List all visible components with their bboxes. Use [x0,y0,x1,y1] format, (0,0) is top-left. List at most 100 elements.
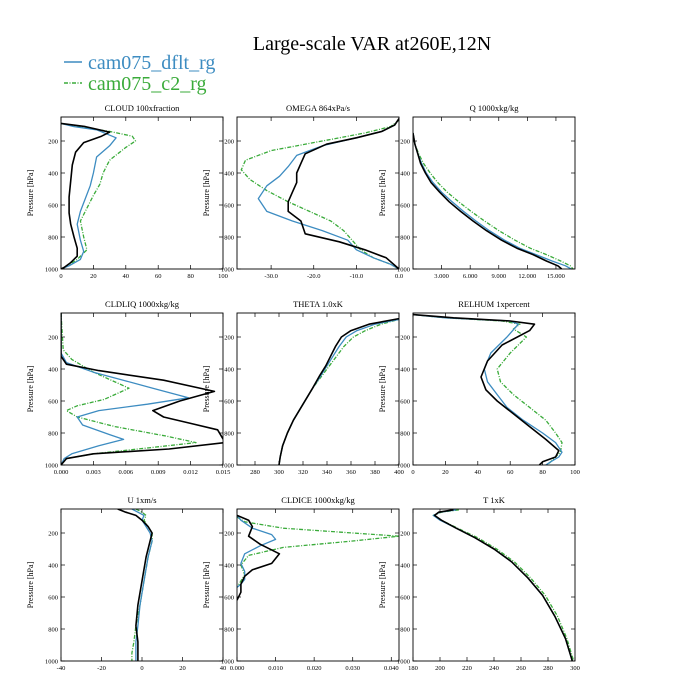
y-tick-label: 1000 [397,462,410,469]
series-group [117,509,153,661]
plot-frame [236,312,400,466]
x-tick-label: 300 [274,469,284,476]
y-tick-label: 200 [400,138,410,145]
y-tick-label: 200 [48,530,58,537]
y-tick-label: 200 [400,334,410,341]
x-tick-label: -30.0 [264,273,278,280]
y-tick-label: 600 [48,202,58,209]
x-tick-label: 3.000 [434,273,449,280]
x-tick-label: 0.040 [384,665,399,672]
panel-4: CLDLIQ 1000xkg/kg Pressure [hPa] 200 400 600… [26,299,230,476]
y-tick-label: 600 [224,594,234,601]
series-group [237,514,399,601]
series-line-obs [117,509,153,661]
y-tick-label: 200 [48,334,58,341]
series-line-obs [61,122,111,269]
y-tick-label: 800 [224,430,234,437]
y-tick-label: 1000 [221,462,234,469]
y-tick-label: 400 [224,366,234,373]
series-group [413,313,563,465]
y-tick-label: 400 [400,366,410,373]
y-axis-label: Pressure [hPa] [378,169,387,216]
series-line-c2 [237,516,399,588]
x-tick-label: 0 [140,665,143,672]
x-tick-label: 200 [435,665,445,672]
x-tick-label: 0.000 [230,665,245,672]
panel-8: CLDICE 1000xkg/kg Pressure [hPa] 200 400 600… [202,495,400,672]
x-tick-label: 400 [394,469,404,476]
x-tick-label: 40 [123,273,130,280]
y-tick-label: 400 [48,562,58,569]
x-tick-label: 80 [187,273,194,280]
y-tick-label: 200 [48,138,58,145]
x-tick-label: 9.000 [491,273,506,280]
x-tick-label: 300 [570,665,580,672]
panel-title: T 1xK [483,495,506,505]
legend-label-dflt: cam075_dflt_rg [88,52,215,74]
x-tick-label: 0.015 [216,469,231,476]
series-group [61,313,223,465]
x-tick-label: 100 [570,469,580,476]
x-tick-label: 0.020 [307,665,322,672]
plot-frame [60,116,224,270]
panel-title: U 1xm/s [127,495,156,505]
x-tick-label: 0.000 [54,469,69,476]
y-tick-label: 600 [400,594,410,601]
x-tick-label: 0.009 [151,469,166,476]
x-tick-label: 340 [322,469,332,476]
y-tick-label: 1000 [397,658,410,665]
y-tick-label: 600 [48,398,58,405]
panel-title: CLDICE 1000xkg/kg [281,495,355,505]
x-tick-label: -10.0 [350,273,364,280]
panel-2: OMEGA 864xPa/s Pressure [hPa] 200 400 600 800… [202,103,403,280]
y-tick-label: 600 [400,202,410,209]
y-tick-label: 400 [48,170,58,177]
x-tick-label: 280 [543,665,553,672]
series-group [413,132,574,269]
x-tick-label: 60 [507,469,514,476]
y-axis-label: Pressure [hPa] [202,365,211,412]
y-tick-label: 800 [48,626,58,633]
y-tick-label: 800 [48,234,58,241]
y-axis-label: Pressure [hPa] [26,561,35,608]
x-tick-label: 12.000 [518,273,536,280]
plot-frame [412,508,576,662]
series-line-dflt [61,313,190,465]
y-tick-label: 1000 [397,266,410,273]
series-group [432,509,575,661]
series-group [278,317,399,465]
x-tick-label: 40 [475,469,482,476]
y-axis-label: Pressure [hPa] [378,561,387,608]
series-group [240,118,399,269]
x-tick-label: 6.000 [463,273,478,280]
y-tick-label: 600 [224,398,234,405]
plot-frame [236,508,400,662]
x-tick-label: 20 [179,665,186,672]
y-tick-label: 400 [400,170,410,177]
panel-title: RELHUM 1xpercent [458,299,530,309]
x-tick-label: -20 [97,665,106,672]
x-tick-label: 180 [408,665,418,672]
x-tick-label: 0.012 [183,469,198,476]
y-tick-label: 200 [224,334,234,341]
series-line-obs [433,509,574,661]
legend: cam075_dflt_rg cam075_c2_rg [64,52,215,95]
panel-title: OMEGA 864xPa/s [286,103,350,113]
y-tick-label: 800 [400,234,410,241]
series-line-obs [287,118,399,269]
panel-3: Q 1000xkg/kg Pressure [hPa] 200 400 600 800 10… [378,103,576,280]
figure-title: Large-scale VAR at260E,12N [253,33,491,55]
y-tick-label: 1000 [45,462,58,469]
y-tick-label: 200 [224,138,234,145]
y-tick-label: 1000 [45,658,58,665]
y-tick-label: 600 [224,202,234,209]
series-line-dflt [413,313,563,465]
y-tick-label: 200 [224,530,234,537]
y-axis-label: Pressure [hPa] [378,365,387,412]
x-tick-label: 280 [250,469,260,476]
panel-5: THETA 1.0xK Pressure [hPa] 200 400 600 800 100… [202,299,404,476]
series-line-c2 [413,313,563,465]
x-tick-label: 0.006 [118,469,133,476]
